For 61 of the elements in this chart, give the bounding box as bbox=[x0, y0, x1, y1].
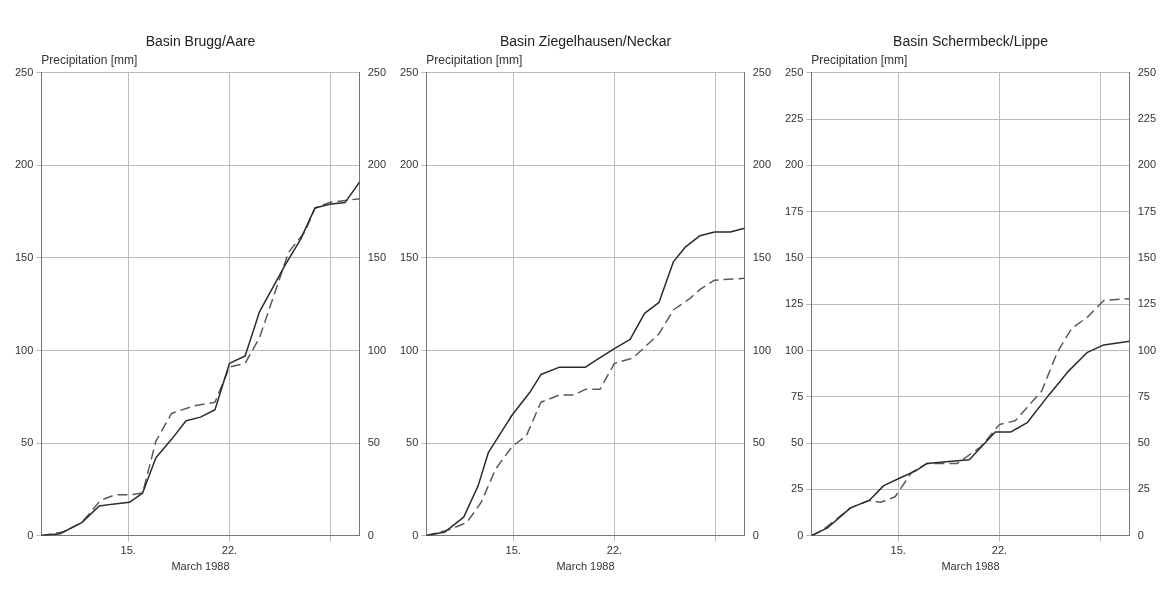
y-tick-label: 225 bbox=[784, 112, 804, 125]
y2-tick-label: 100 bbox=[367, 343, 387, 356]
y-tick-label: 75 bbox=[791, 389, 804, 402]
y-tick-label: 250 bbox=[784, 65, 804, 78]
y-tick-label: 100 bbox=[399, 343, 419, 356]
y-tick-label: 150 bbox=[784, 250, 804, 263]
y2-tick-label: 0 bbox=[367, 528, 374, 541]
y2-tick-label: 175 bbox=[1137, 204, 1157, 217]
y2-tick-label: 75 bbox=[1137, 389, 1150, 402]
y-tick-label: 150 bbox=[14, 250, 34, 263]
x-tick-label: 15. bbox=[505, 544, 521, 557]
y-tick-label: 200 bbox=[14, 158, 34, 171]
x-tick-label: 22. bbox=[606, 544, 623, 557]
y2-tick-label: 250 bbox=[1137, 65, 1157, 78]
y2-tick-label: 150 bbox=[367, 250, 387, 263]
y-tick-label: 175 bbox=[784, 204, 804, 217]
y2-tick-label: 150 bbox=[752, 250, 772, 263]
y-tick-label: 100 bbox=[14, 343, 34, 356]
y2-tick-label: 250 bbox=[367, 65, 387, 78]
y-tick-label: 50 bbox=[406, 436, 419, 449]
y-tick-label: 200 bbox=[399, 158, 419, 171]
y-tick-label: 50 bbox=[791, 436, 804, 449]
x-tick-label: 22. bbox=[221, 544, 238, 557]
x-tick-label: 15. bbox=[120, 544, 136, 557]
y2-tick-label: 150 bbox=[1137, 250, 1157, 263]
y2-tick-label: 0 bbox=[1137, 528, 1144, 541]
y2-tick-label: 250 bbox=[752, 65, 772, 78]
y2-tick-label: 100 bbox=[1137, 343, 1157, 356]
y2-tick-label: 50 bbox=[752, 436, 765, 449]
y-tick-label: 250 bbox=[14, 65, 34, 78]
y-tick-label: 100 bbox=[784, 343, 804, 356]
y2-tick-label: 200 bbox=[1137, 158, 1157, 171]
x-tick-label: 15. bbox=[890, 544, 906, 557]
y-tick-label: 200 bbox=[784, 158, 804, 171]
y-axis-title: Precipitation [mm] bbox=[811, 53, 908, 68]
y2-tick-label: 225 bbox=[1137, 112, 1157, 125]
y-tick-label: 0 bbox=[412, 528, 419, 541]
x-axis-title: March 1988 bbox=[941, 560, 1000, 573]
y-tick-label: 250 bbox=[399, 65, 419, 78]
y-tick-label: 0 bbox=[27, 528, 34, 541]
x-axis-title: March 1988 bbox=[171, 560, 230, 573]
y2-tick-label: 50 bbox=[367, 436, 380, 449]
chart-title: Basin Ziegelhausen/Neckar bbox=[499, 33, 672, 50]
y2-tick-label: 200 bbox=[367, 158, 387, 171]
y2-tick-label: 100 bbox=[752, 343, 772, 356]
y2-tick-label: 200 bbox=[752, 158, 772, 171]
y-tick-label: 0 bbox=[797, 528, 804, 541]
y-tick-label: 25 bbox=[791, 482, 804, 495]
y-tick-label: 50 bbox=[21, 436, 34, 449]
y2-tick-label: 50 bbox=[1137, 436, 1150, 449]
y-axis-title: Precipitation [mm] bbox=[426, 53, 523, 68]
y-axis-title: Precipitation [mm] bbox=[41, 53, 138, 68]
y2-tick-label: 0 bbox=[752, 528, 759, 541]
x-tick-label: 22. bbox=[991, 544, 1008, 557]
y-tick-label: 150 bbox=[399, 250, 419, 263]
chart-title: Basin Brugg/Aare bbox=[145, 33, 256, 50]
x-axis-title: March 1988 bbox=[556, 560, 615, 573]
y2-tick-label: 125 bbox=[1137, 297, 1157, 310]
y-tick-label: 125 bbox=[784, 297, 804, 310]
chart-title: Basin Schermbeck/Lippe bbox=[893, 33, 1049, 50]
y2-tick-label: 25 bbox=[1137, 482, 1150, 495]
